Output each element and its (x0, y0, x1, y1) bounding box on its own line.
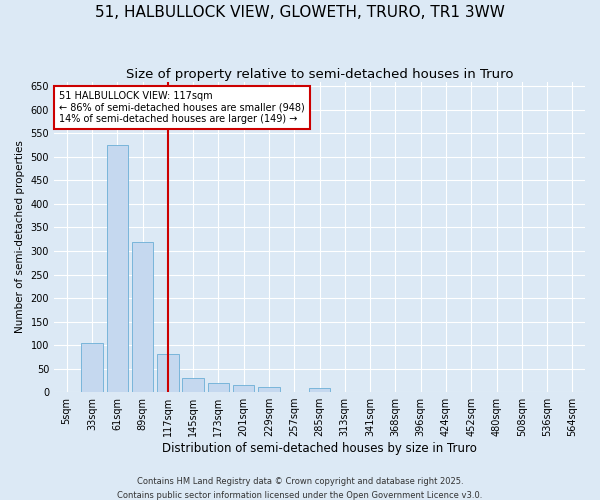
Bar (81, 342, 103, 392)
Title: Size of property relative to semi-detached houses in Truro: Size of property relative to semi-detach… (126, 68, 513, 80)
Bar (309, 388, 330, 392)
Bar (182, 378, 204, 392)
Text: 51, HALBULLOCK VIEW, GLOWETH, TRURO, TR1 3WW: 51, HALBULLOCK VIEW, GLOWETH, TRURO, TR1… (95, 5, 505, 20)
Bar (208, 382, 229, 392)
Bar (258, 388, 280, 392)
Bar (107, 145, 128, 392)
Bar (132, 242, 153, 392)
Bar (233, 385, 254, 392)
Text: Contains HM Land Registry data © Crown copyright and database right 2025.
Contai: Contains HM Land Registry data © Crown c… (118, 478, 482, 500)
X-axis label: Distribution of semi-detached houses by size in Truro: Distribution of semi-detached houses by … (162, 442, 477, 455)
Bar (157, 354, 179, 392)
Text: 51 HALBULLOCK VIEW: 117sqm
← 86% of semi-detached houses are smaller (948)
14% o: 51 HALBULLOCK VIEW: 117sqm ← 86% of semi… (59, 91, 305, 124)
Y-axis label: Number of semi-detached properties: Number of semi-detached properties (15, 140, 25, 334)
